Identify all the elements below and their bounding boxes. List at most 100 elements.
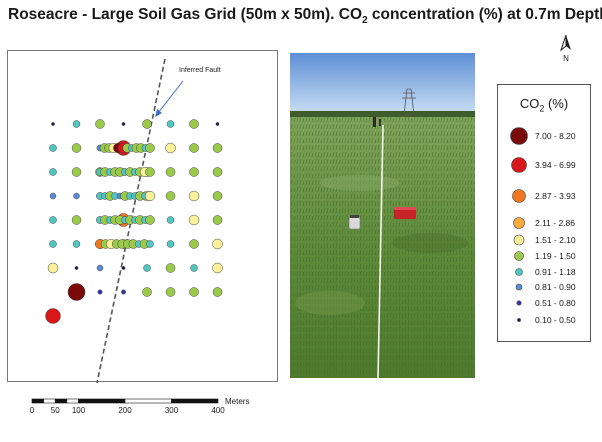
- sample-point: [166, 120, 175, 128]
- traverse-sample-point: [145, 215, 155, 225]
- sample-point: [71, 167, 82, 177]
- legend-label: 7.00 - 8.20: [535, 131, 576, 141]
- sample-point: [190, 264, 198, 272]
- sample-point: [212, 167, 223, 177]
- title-text-end: concentration (%) at 0.7m Depth: [367, 6, 602, 23]
- scale-tick-label: 50: [51, 406, 60, 415]
- legend-label: 1.51 - 2.10: [535, 235, 576, 245]
- sample-point: [189, 167, 199, 177]
- sample-point: [212, 262, 223, 274]
- legend-symbols: 7.00 - 8.20 3.94 - 6.99 2.87 - 3.93 2.11 - …: [510, 127, 576, 325]
- sample-point: [49, 168, 57, 176]
- legend-label: 0.91 - 1.18: [535, 267, 576, 277]
- scale-tick-label: 100: [72, 406, 86, 415]
- legend-symbol: [517, 318, 521, 322]
- co2-legend: CO2 (%) 7.00 - 8.20 3.94 - 6.99 2.87 - 3.9…: [497, 84, 591, 342]
- sample-point: [49, 216, 57, 224]
- scale-segment: [66, 398, 79, 404]
- scale-tick-label: 300: [165, 406, 179, 415]
- sample-point: [212, 287, 223, 297]
- sample-point: [73, 192, 80, 200]
- legend-title-text: CO: [519, 96, 540, 111]
- sample-point: [96, 264, 104, 272]
- fault-pointer-arrowhead: [155, 109, 162, 117]
- transmission-pylon-icon: [402, 88, 416, 116]
- legend-symbol: [512, 189, 526, 203]
- sample-point: [95, 119, 105, 129]
- sample-point: [49, 240, 57, 248]
- scale-tick-label: 200: [118, 406, 132, 415]
- inferred-fault-line: [96, 58, 166, 383]
- scale-tick-label: 0: [30, 406, 35, 415]
- fault-label-pointer: [157, 80, 184, 114]
- sample-point: [142, 287, 152, 297]
- surveyor-figure-2: [379, 119, 381, 126]
- sample-point: [215, 122, 220, 126]
- sample-point: [72, 120, 81, 128]
- sample-point: [71, 143, 82, 153]
- traverse-sample-point: [144, 190, 156, 202]
- legend-symbol: [513, 234, 525, 246]
- scale-segment: [78, 398, 126, 404]
- scale-unit-label: Meters: [225, 397, 249, 406]
- legend-label: 3.94 - 6.99: [535, 160, 576, 170]
- sampling-grid-map: Inferred Fault: [7, 50, 278, 383]
- sample-point: [47, 262, 59, 274]
- legend-symbol: [515, 283, 523, 291]
- sample-point: [189, 143, 199, 153]
- north-label: N: [563, 54, 569, 63]
- sample-point: [188, 190, 200, 202]
- map-canvas: Inferred Fault: [45, 58, 223, 383]
- equipment-case-icon: [394, 207, 416, 219]
- legend-label: 0.51 - 0.80: [535, 298, 576, 308]
- sample-point: [212, 191, 223, 201]
- sample-point: [49, 192, 57, 200]
- sample-point: [142, 119, 152, 129]
- legend-symbol: [510, 127, 528, 145]
- scale-tick-label: 400: [211, 406, 225, 415]
- sample-point: [72, 240, 81, 248]
- legend-symbol: [514, 251, 524, 261]
- scale-segment: [43, 398, 56, 404]
- sample-point: [165, 167, 176, 177]
- legend-title-subscript: 2: [539, 103, 545, 114]
- sample-point: [166, 240, 175, 248]
- sample-point: [71, 215, 82, 225]
- title-subscript: 2: [362, 15, 368, 27]
- traverse-sample-point: [145, 167, 155, 177]
- legend-label: 2.11 - 2.86: [535, 218, 575, 228]
- sample-point: [74, 266, 79, 270]
- sample-point: [143, 264, 151, 272]
- sample-point: [121, 289, 126, 295]
- field-photo-image: [290, 53, 475, 378]
- sample-point: [121, 122, 126, 126]
- legend-label: 1.19 - 1.50: [535, 251, 576, 261]
- page-title: Roseacre - Large Soil Gas Grid (50m x 50…: [8, 6, 602, 26]
- sample-point: [165, 263, 176, 273]
- legend-symbol: [516, 300, 522, 306]
- fault-label: Inferred Fault: [179, 67, 221, 74]
- sample-point: [166, 216, 175, 224]
- sample-point: [165, 287, 176, 297]
- scale-segment: [31, 398, 44, 404]
- sample-point: [165, 191, 176, 201]
- sample-point: [212, 215, 223, 225]
- sample-point: [51, 122, 55, 126]
- survey-tape: [377, 124, 384, 378]
- field-photo: [290, 53, 475, 378]
- traverse-sample-point: [145, 143, 155, 153]
- scale-segment: [54, 398, 68, 404]
- sample-point: [165, 142, 176, 154]
- sample-point: [97, 289, 103, 295]
- north-arrow-icon: N: [559, 34, 571, 63]
- legend-symbol: [515, 268, 523, 276]
- sample-point: [189, 119, 199, 129]
- sample-point: [121, 266, 126, 270]
- legend-symbol: [511, 157, 527, 173]
- title-text: Roseacre - Large Soil Gas Grid (50m x 50…: [8, 6, 363, 23]
- sample-point: [189, 287, 199, 297]
- traverse-sample-point: [146, 240, 154, 248]
- sample-point: [188, 214, 200, 226]
- legend-title-unit: (%): [544, 96, 569, 111]
- legend-symbol: [513, 217, 525, 229]
